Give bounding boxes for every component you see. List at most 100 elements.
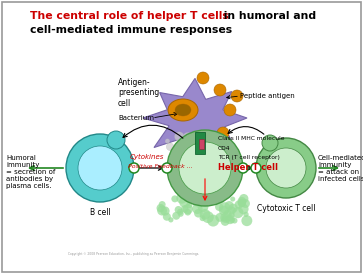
Circle shape (217, 196, 224, 204)
Circle shape (186, 202, 192, 208)
Text: Peptide antigen: Peptide antigen (240, 93, 295, 99)
Circle shape (237, 197, 246, 206)
Circle shape (200, 198, 207, 205)
Text: Copyright © 2008 Pearson Education, Inc., publishing as Pearson Benjamin Cumming: Copyright © 2008 Pearson Education, Inc.… (68, 252, 199, 256)
Circle shape (238, 163, 248, 173)
Circle shape (180, 138, 189, 146)
Circle shape (202, 211, 214, 223)
Circle shape (192, 204, 203, 214)
Circle shape (187, 166, 191, 170)
Circle shape (175, 132, 184, 141)
Circle shape (241, 199, 250, 208)
Circle shape (266, 148, 306, 188)
Text: The central role of helper T cells: The central role of helper T cells (30, 11, 229, 21)
Circle shape (234, 201, 243, 209)
Circle shape (193, 198, 202, 207)
FancyBboxPatch shape (2, 2, 361, 272)
Circle shape (194, 209, 203, 218)
Circle shape (221, 217, 229, 226)
Circle shape (228, 216, 233, 221)
Ellipse shape (168, 99, 198, 121)
Circle shape (232, 218, 237, 224)
Circle shape (178, 211, 184, 217)
Circle shape (251, 163, 261, 173)
Circle shape (215, 213, 224, 222)
Circle shape (157, 206, 167, 216)
Circle shape (129, 163, 139, 173)
Circle shape (189, 196, 196, 202)
Circle shape (207, 215, 219, 227)
Ellipse shape (175, 104, 191, 116)
Circle shape (182, 143, 190, 151)
Circle shape (184, 140, 196, 152)
Text: Helper T cell: Helper T cell (218, 164, 278, 173)
Circle shape (163, 213, 171, 221)
Text: in humoral and: in humoral and (220, 11, 316, 21)
Circle shape (167, 130, 243, 206)
Text: CD4: CD4 (218, 145, 231, 150)
Circle shape (214, 84, 226, 96)
Circle shape (200, 209, 210, 220)
Circle shape (191, 196, 198, 203)
Circle shape (160, 206, 170, 216)
Text: B cell: B cell (90, 208, 110, 217)
Text: Class II MHC molecule: Class II MHC molecule (218, 136, 285, 141)
Circle shape (168, 217, 174, 222)
FancyBboxPatch shape (199, 139, 204, 149)
Circle shape (202, 196, 208, 203)
Text: Bacterium: Bacterium (118, 115, 154, 121)
Circle shape (183, 132, 193, 142)
Circle shape (165, 139, 170, 144)
Circle shape (216, 196, 223, 203)
Circle shape (238, 199, 246, 207)
Circle shape (239, 194, 248, 203)
Text: Cytokines: Cytokines (130, 154, 164, 160)
Circle shape (238, 199, 246, 207)
Circle shape (219, 206, 229, 216)
Circle shape (195, 195, 200, 201)
Circle shape (156, 204, 165, 212)
Circle shape (176, 193, 187, 204)
Text: cell-mediated immune responses: cell-mediated immune responses (30, 25, 232, 35)
Circle shape (197, 201, 208, 212)
Circle shape (184, 209, 191, 216)
Circle shape (177, 209, 183, 215)
Circle shape (181, 205, 189, 213)
Circle shape (229, 212, 235, 218)
Circle shape (224, 104, 236, 116)
Circle shape (256, 138, 316, 198)
Circle shape (78, 146, 122, 190)
Text: Cytotoxic T cell: Cytotoxic T cell (257, 204, 315, 213)
Circle shape (222, 215, 228, 221)
Circle shape (176, 153, 183, 161)
Text: Antigen-
presenting
cell: Antigen- presenting cell (118, 78, 159, 108)
Circle shape (215, 203, 223, 211)
Circle shape (223, 210, 232, 218)
Circle shape (197, 72, 209, 84)
Text: TCR (T cell receptor): TCR (T cell receptor) (218, 156, 280, 161)
Circle shape (168, 161, 174, 167)
Circle shape (185, 155, 194, 165)
Circle shape (162, 163, 172, 173)
Text: Humoral
immunity
= secretion of
antibodies by
plasma cells.: Humoral immunity = secretion of antibodi… (6, 155, 56, 189)
Circle shape (225, 215, 235, 224)
Circle shape (107, 131, 125, 149)
Circle shape (180, 145, 186, 152)
FancyBboxPatch shape (195, 132, 205, 154)
Circle shape (166, 143, 174, 151)
Circle shape (195, 198, 202, 205)
Circle shape (200, 215, 205, 221)
Circle shape (241, 215, 252, 226)
Circle shape (229, 204, 238, 213)
Text: Cell-mediated
immunity
= attack on
infected cells.: Cell-mediated immunity = attack on infec… (318, 155, 363, 182)
Circle shape (232, 207, 244, 218)
Circle shape (66, 134, 134, 202)
Circle shape (238, 204, 249, 214)
Circle shape (159, 201, 166, 208)
Circle shape (172, 212, 180, 220)
Circle shape (183, 204, 193, 214)
Circle shape (217, 127, 229, 139)
Circle shape (179, 142, 231, 194)
Circle shape (225, 201, 234, 210)
Polygon shape (143, 78, 247, 154)
